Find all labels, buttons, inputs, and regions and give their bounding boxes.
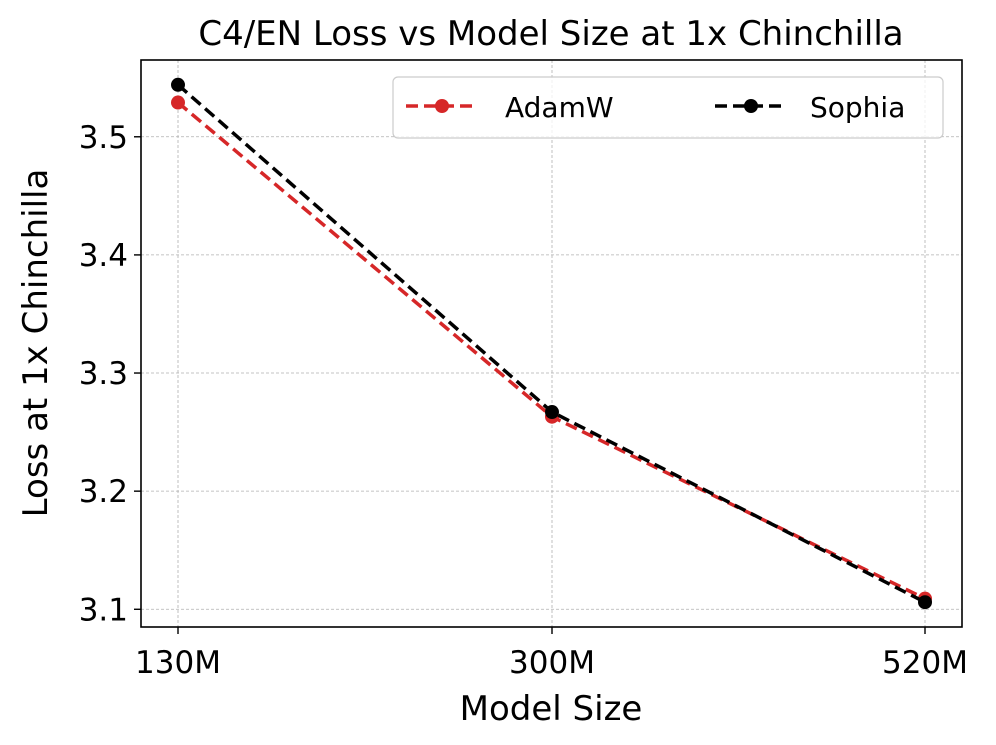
x-tick-label: 300M (509, 645, 595, 681)
x-axis-label: Model Size (460, 689, 643, 729)
y-tick-label: 3.1 (79, 592, 128, 628)
series-layer (171, 77, 932, 610)
y-tick-label: 3.4 (79, 238, 128, 274)
y-tick-label: 3.2 (79, 474, 128, 510)
plot-background (141, 60, 962, 627)
y-axis-label: Loss at 1x Chinchilla (16, 169, 56, 518)
data-point-adamw (171, 95, 185, 110)
legend-marker-adamw (435, 99, 449, 113)
y-tick-label: 3.3 (79, 356, 128, 392)
legend-frame (392, 76, 944, 139)
data-point-sophia (918, 595, 932, 610)
y-tick-label: 3.5 (79, 120, 128, 156)
data-point-sophia (171, 77, 185, 92)
legend-marker-sophia (744, 99, 758, 113)
legend: AdamW Sophia (392, 76, 944, 139)
x-tick-label: 130M (135, 645, 221, 681)
axis-ticks: 3.1 3.2 3.3 3.4 3.5 130M 300M 520M (79, 120, 968, 681)
legend-label-adamw: AdamW (505, 91, 614, 124)
series-sophia (171, 77, 932, 610)
data-point-sophia (545, 405, 559, 420)
legend-label-sophia: Sophia (810, 91, 905, 124)
chart-title: C4/EN Loss vs Model Size at 1x Chinchill… (198, 14, 903, 54)
x-tick-label: 520M (882, 645, 968, 681)
